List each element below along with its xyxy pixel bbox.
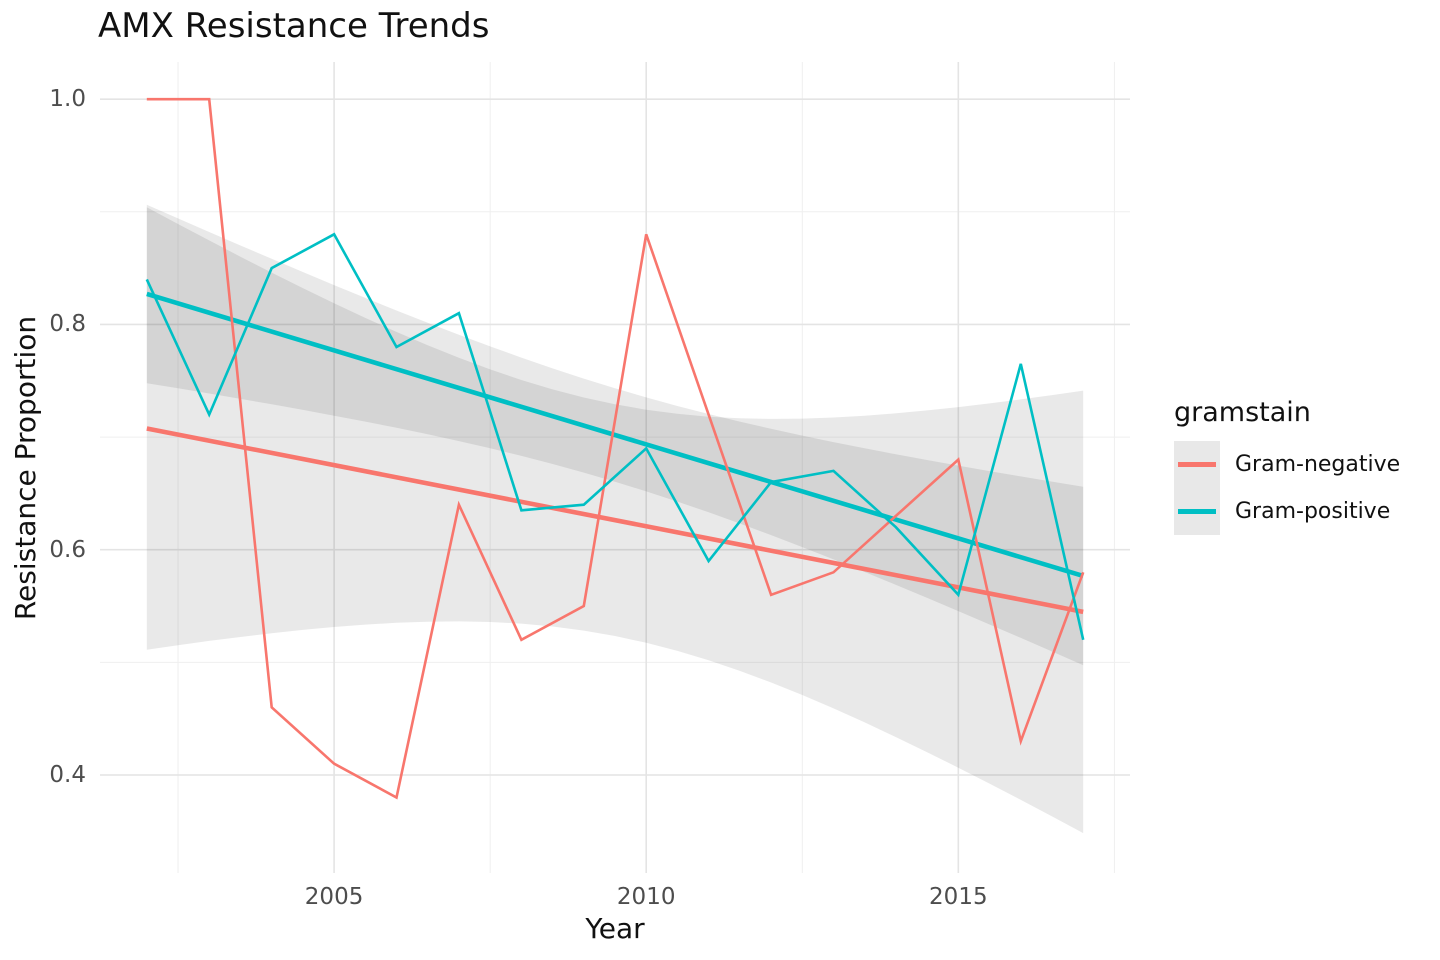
y-tick-label: 0.4 [49, 762, 86, 788]
y-tick-label: 1.0 [49, 86, 86, 113]
legend: gramstain Gram-negative Gram-positive [1174, 396, 1400, 535]
data-line-gram-negative [146, 97, 1085, 800]
gram-negative-line-swatch-icon [1178, 462, 1216, 467]
trend-line-gram-negative [146, 426, 1084, 615]
legend-item-gram-negative: Gram-negative [1174, 441, 1400, 488]
y-tick-label: 0.8 [49, 311, 86, 338]
x-tick-label: 2005 [304, 884, 364, 910]
x-tick-label: 2015 [929, 884, 988, 910]
legend-item-gram-positive: Gram-positive [1174, 488, 1400, 535]
legend-title: gramstain [1174, 397, 1311, 428]
y-tick-label: 0.6 [49, 536, 86, 563]
legend-key-gram-positive [1174, 488, 1220, 535]
y-axis-title: Resistance Proportion [9, 315, 42, 621]
gridlines-major [100, 62, 1130, 873]
data-line-gram-positive [145, 232, 1085, 641]
x-tick-label: 2010 [616, 884, 676, 910]
legend-label-gram-positive: Gram-positive [1235, 499, 1391, 524]
legend-key-gram-negative [1174, 441, 1220, 488]
plot-title: AMX Resistance Trends [98, 6, 490, 46]
x-axis-title: Year [585, 912, 645, 945]
gram-positive-line-swatch-icon [1178, 509, 1216, 514]
trend-line-gram-positive [146, 291, 1084, 579]
legend-label-gram-negative: Gram-negative [1235, 452, 1401, 477]
